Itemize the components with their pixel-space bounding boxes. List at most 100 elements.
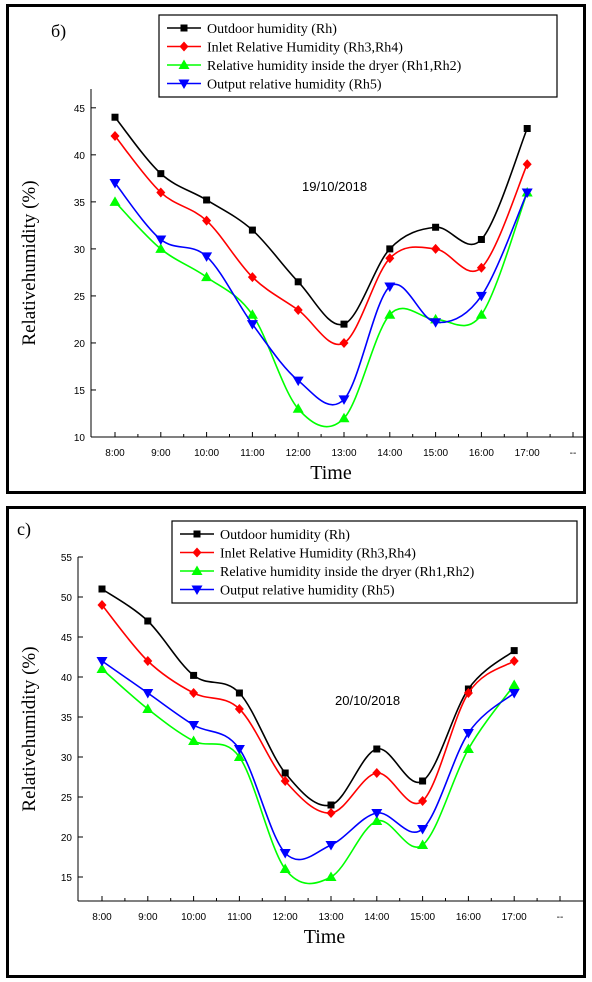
data-point [96,663,108,673]
series-line [101,588,515,807]
x-tick-label: 10:00 [181,912,206,923]
series-line [114,182,528,406]
data-point [155,243,167,253]
data-point [371,809,383,819]
data-point [338,412,350,423]
date-annotation: 19/10/2018 [302,179,367,194]
data-point [203,196,211,204]
legend-entry: Outdoor humidity (Rh) [220,528,350,543]
data-point [327,801,335,809]
data-point [477,235,485,243]
x-tick-label: 14:00 [364,912,389,923]
legend-entry: Inlet Relative Humidity (Rh3,Rh4) [220,547,416,562]
y-tick-label: 50 [61,593,73,604]
y-tick-label: 55 [61,553,73,564]
series-line [101,660,515,861]
x-axis-title: Time [310,462,352,484]
data-point [417,839,429,849]
data-point [325,871,337,881]
data-point [463,688,473,698]
y-tick-label: 10 [74,433,86,444]
data-point [96,657,108,667]
data-point [142,703,154,713]
data-point [523,125,531,133]
series-2 [110,131,532,348]
data-point [156,187,166,198]
data-point [247,272,257,283]
series-2 [97,600,519,818]
data-point [188,735,200,745]
x-tick-label: 8:00 [105,448,125,459]
x-tick-label: -- [570,448,577,459]
data-point [419,777,427,785]
legend-marker [191,565,203,575]
series-4 [96,657,520,861]
data-point [430,318,442,328]
legend-marker [178,59,190,69]
data-point [190,671,198,679]
data-point [111,113,119,121]
legend-entry: Outdoor humidity (Rh) [207,22,337,37]
legend-box [158,14,558,98]
data-point [508,689,520,699]
data-point [248,226,256,234]
x-tick-label: 8:00 [92,912,112,923]
y-tick-label: 20 [61,833,73,844]
y-tick-label: 20 [74,339,86,350]
series-3 [109,186,533,428]
data-point [372,768,382,778]
x-tick-label: 12:00 [273,912,298,923]
x-tick-label: 14:00 [377,448,402,459]
data-point [417,825,429,835]
series-1 [98,585,518,809]
y-tick-label: 40 [61,673,73,684]
data-point [246,320,258,330]
panel-label: c) [17,519,31,540]
x-tick-label: 12:00 [286,448,311,459]
x-tick-label: 16:00 [469,448,494,459]
data-point [521,188,533,198]
chart-svg-b: 10 15 20 25 30 35 40 45 8:00 9:00 10:00 11:00 12:00 1… [19,14,583,484]
data-point [476,262,486,273]
series-3 [96,663,520,885]
data-point [144,617,152,625]
data-point [475,291,487,302]
data-point [98,585,106,593]
x-tick-label: 13:00 [318,912,343,923]
data-point [340,320,348,328]
panel-label: б) [51,21,66,42]
x-tick-label: 15:00 [423,448,448,459]
legend-entry: Output relative humidity (Rh5) [220,584,395,599]
data-point [280,776,290,786]
data-point [338,395,350,405]
data-point [371,815,383,825]
date-annotation: 20/10/2018 [335,693,400,708]
chart-panel-b: 10 15 20 25 30 35 40 45 8:00 9:00 10:00 11:00 12:00 1… [6,4,586,494]
data-point [201,252,213,262]
data-point [233,751,245,761]
data-point [293,305,303,316]
data-point [384,282,396,293]
x-tick-label: 11:00 [227,912,252,923]
legend-marker [179,41,189,52]
data-point [109,196,121,206]
data-point [157,170,165,178]
data-point [373,745,381,753]
legend-box [171,520,578,604]
series-4 [109,179,533,406]
series-line [114,192,528,428]
y-tick-label: 15 [74,386,86,397]
data-point [462,743,474,753]
data-point [510,647,518,655]
y-tick-label: 25 [61,793,73,804]
data-point [110,131,120,142]
series-line [114,116,528,326]
data-point [432,223,440,231]
chart-svg-c: 15 20 25 30 35 40 45 50 55 8:00 9:00 10:00 11:00 12:0… [17,519,583,948]
y-tick-label: 35 [61,713,73,724]
x-tick-label: 17:00 [502,912,527,923]
data-point [201,271,213,282]
data-point [189,688,199,698]
legend-marker [178,79,190,89]
x-tick-label: 13:00 [331,448,356,459]
